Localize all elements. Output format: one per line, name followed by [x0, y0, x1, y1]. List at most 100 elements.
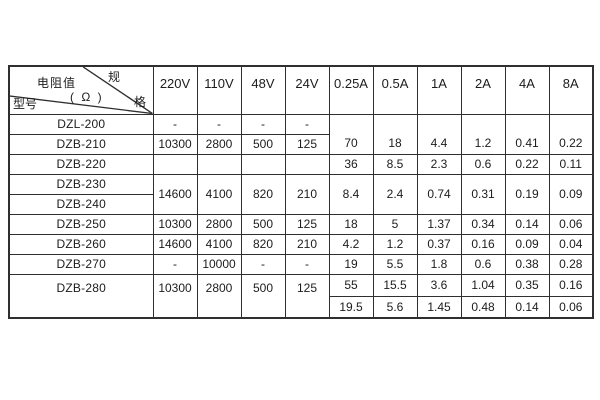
- value-cell: 2.3: [416, 153, 462, 175]
- value-cell: 1.37: [416, 213, 462, 235]
- header-row: 电阻值 ( Ω ) 规 格 型号 220V 110V 48V 24V 0.25A…: [8, 65, 594, 115]
- value-cell: -: [152, 113, 198, 135]
- value-cell: 0.6: [460, 153, 506, 175]
- value-cell: 36: [328, 153, 374, 175]
- value-cell: 125: [284, 213, 330, 235]
- value-cell: [284, 153, 330, 175]
- value-cell: 18: [372, 113, 418, 155]
- corner-spec-label-top: 规: [108, 70, 121, 84]
- column-header-110v: 110V: [196, 65, 242, 115]
- value-cell: 1.04: [460, 273, 506, 297]
- value-cell: 15.5: [372, 273, 418, 297]
- value-cell: 8.4: [328, 173, 374, 215]
- value-cell: 1.8: [416, 253, 462, 275]
- table-row: DZB-270 - 10000 - - 19 5.5 1.8 0.6 0.38 …: [8, 253, 594, 275]
- resistance-spec-table: 电阻值 ( Ω ) 规 格 型号 220V 110V 48V 24V 0.25A…: [8, 65, 594, 319]
- column-header-4a: 4A: [504, 65, 550, 115]
- value-cell: 0.22: [548, 113, 594, 155]
- value-cell: 19: [328, 253, 374, 275]
- value-cell: 0.14: [504, 213, 550, 235]
- value-cell: -: [240, 253, 286, 275]
- value-cell: 3.6: [416, 273, 462, 297]
- value-cell: 14600: [152, 173, 198, 215]
- value-cell: 8.5: [372, 153, 418, 175]
- value-cell: -: [152, 253, 198, 275]
- value-cell: 210: [284, 173, 330, 215]
- model-cell: DZB-280: [8, 273, 154, 319]
- value-cell: 0.37: [416, 233, 462, 255]
- table-row: DZB-280 10300 2800 500 125 55 15.5 3.6 1…: [8, 273, 594, 319]
- value-cell: 10300: [152, 133, 198, 155]
- value-cell: 5: [372, 213, 418, 235]
- model-cell: DZB-260: [8, 233, 154, 255]
- value-cell: 0.41: [504, 113, 550, 155]
- value-cell: [196, 153, 242, 175]
- value-cell: -: [284, 113, 330, 135]
- value-cell: 820: [240, 233, 286, 255]
- value-cell: 0.14: [504, 295, 550, 319]
- model-cell: DZB-240: [8, 193, 154, 215]
- table-row: DZB-230 14600 4100 820 210 8.4 2.4 0.74 …: [8, 173, 594, 215]
- value-cell: 0.74: [416, 173, 462, 215]
- value-cell: 2800: [196, 273, 242, 319]
- corner-header: 电阻值 ( Ω ) 规 格 型号: [8, 65, 154, 115]
- value-cell: 500: [240, 273, 286, 319]
- value-cell: -: [196, 113, 242, 135]
- value-cell: [152, 153, 198, 175]
- column-header-24v: 24V: [284, 65, 330, 115]
- value-cell: 0.04: [548, 233, 594, 255]
- model-cell: DZB-210: [8, 133, 154, 155]
- value-cell: 210: [284, 233, 330, 255]
- value-cell: 2.4: [372, 173, 418, 215]
- value-cell: 10300: [152, 273, 198, 319]
- corner-value-unit: ( Ω ): [70, 90, 104, 104]
- value-cell: 0.34: [460, 213, 506, 235]
- value-cell: -: [240, 113, 286, 135]
- value-cell: 0.38: [504, 253, 550, 275]
- value-cell: 0.16: [548, 273, 594, 297]
- value-cell: 10300: [152, 213, 198, 235]
- value-cell: 4100: [196, 173, 242, 215]
- corner-spec-label-bottom: 格: [134, 95, 147, 109]
- value-cell: 125: [284, 273, 330, 319]
- column-header-1a: 1A: [416, 65, 462, 115]
- value-cell: 0.28: [548, 253, 594, 275]
- model-cell: DZL-200: [8, 113, 154, 135]
- column-header-025a: 0.25A: [328, 65, 374, 115]
- table-row: DZB-220 36 8.5 2.3 0.6 0.22 0.11: [8, 153, 594, 175]
- model-cell: DZB-270: [8, 253, 154, 275]
- value-cell: 0.19: [504, 173, 550, 215]
- table-row: DZB-210 10300 2800 500 125: [8, 133, 593, 155]
- value-cell: 0.35: [504, 273, 550, 297]
- corner-model-label: 型号: [13, 97, 38, 111]
- value-cell: 4100: [196, 233, 242, 255]
- value-cell: 0.09: [548, 173, 594, 215]
- value-cell: 0.11: [548, 153, 594, 175]
- value-cell: 19.5: [328, 295, 374, 319]
- value-cell: 2800: [196, 133, 242, 155]
- value-cell: 0.48: [460, 295, 506, 319]
- value-cell: 125: [284, 133, 330, 155]
- table-row: DZB-250 10300 2800 500 125 18 5 1.37 0.3…: [8, 213, 594, 235]
- value-cell: 5.6: [372, 295, 418, 319]
- value-cell: 10000: [196, 253, 242, 275]
- spec-table-container: 电阻值 ( Ω ) 规 格 型号 220V 110V 48V 24V 0.25A…: [8, 65, 594, 319]
- value-cell: 0.31: [460, 173, 506, 215]
- value-cell: 55: [328, 273, 374, 297]
- model-cell: DZB-220: [8, 153, 154, 175]
- value-cell: 500: [240, 213, 286, 235]
- value-cell: 820: [240, 173, 286, 215]
- value-cell: 18: [328, 213, 374, 235]
- value-cell: 5.5: [372, 253, 418, 275]
- value-cell: 4.4: [416, 113, 462, 155]
- column-header-220v: 220V: [152, 65, 198, 115]
- value-cell: 4.2: [328, 233, 374, 255]
- value-cell: 0.16: [460, 233, 506, 255]
- corner-value-label: 电阻值: [37, 76, 77, 90]
- value-cell: 1.45: [416, 295, 462, 319]
- value-cell: 0.06: [548, 295, 594, 319]
- column-header-48v: 48V: [240, 65, 286, 115]
- table-row: DZB-260 14600 4100 820 210 4.2 1.2 0.37 …: [8, 233, 594, 255]
- value-cell: 1.2: [372, 233, 418, 255]
